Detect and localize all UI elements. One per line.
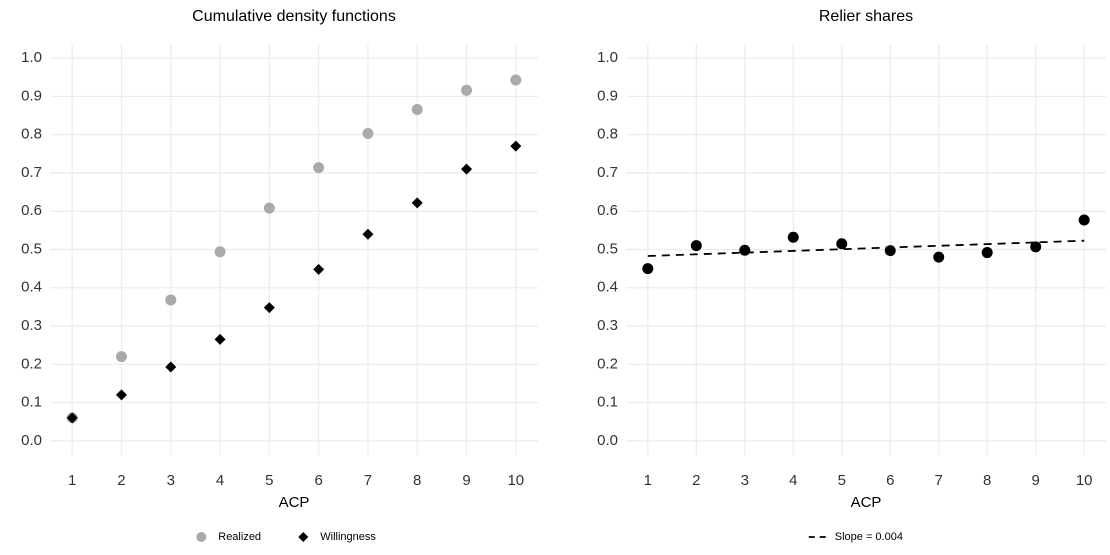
legend-key bbox=[298, 532, 309, 542]
x-axis-title: ACP bbox=[279, 494, 310, 511]
x-axis-title: ACP bbox=[851, 494, 882, 511]
x-tick-label: 2 bbox=[117, 472, 125, 489]
x-tick-label: 4 bbox=[789, 472, 797, 489]
point bbox=[981, 247, 993, 259]
point bbox=[165, 294, 177, 306]
point bbox=[214, 333, 226, 345]
y-tick-label: 0.1 bbox=[21, 394, 42, 411]
point bbox=[1078, 214, 1090, 226]
y-tick-label: 0.0 bbox=[21, 432, 42, 449]
x-tick-label: 8 bbox=[983, 472, 991, 489]
y-tick-label: 1.0 bbox=[21, 49, 42, 66]
x-tick-label: 10 bbox=[1076, 472, 1093, 489]
y-tick-label: 0.7 bbox=[597, 164, 618, 181]
x-tick-label: 3 bbox=[741, 472, 749, 489]
y-tick-label: 0.2 bbox=[597, 355, 618, 372]
point bbox=[66, 412, 78, 424]
point bbox=[313, 162, 325, 174]
x-tick-label: 7 bbox=[364, 472, 372, 489]
y-tick-label: 0.2 bbox=[21, 355, 42, 372]
x-tick-label: 5 bbox=[838, 472, 846, 489]
point bbox=[690, 240, 702, 252]
point bbox=[739, 244, 751, 256]
chart-title: Cumulative density functions bbox=[192, 8, 396, 25]
point bbox=[165, 361, 177, 373]
legend-key bbox=[196, 532, 207, 542]
point bbox=[642, 263, 654, 275]
legend-label: Realized bbox=[218, 531, 261, 543]
x-tick-label: 10 bbox=[507, 472, 524, 489]
fit-line bbox=[647, 239, 1085, 257]
y-tick-label: 0.6 bbox=[597, 202, 618, 219]
point bbox=[461, 84, 473, 96]
y-tick-label: 0.6 bbox=[21, 202, 42, 219]
y-tick-label: 0.4 bbox=[21, 279, 42, 296]
point bbox=[313, 263, 325, 275]
x-tick-label: 4 bbox=[216, 472, 224, 489]
legend-label: Willingness bbox=[320, 531, 376, 543]
y-tick-label: 0.4 bbox=[597, 279, 618, 296]
point bbox=[461, 163, 473, 175]
y-tick-label: 0.8 bbox=[597, 126, 618, 143]
x-tick-label: 6 bbox=[886, 472, 894, 489]
y-tick-label: 0.0 bbox=[597, 432, 618, 449]
x-tick-label: 3 bbox=[167, 472, 175, 489]
x-tick-label: 5 bbox=[265, 472, 273, 489]
point bbox=[362, 128, 374, 140]
y-tick-label: 0.9 bbox=[597, 87, 618, 104]
point bbox=[362, 228, 374, 240]
point bbox=[1030, 241, 1042, 253]
point bbox=[214, 246, 226, 258]
point bbox=[510, 140, 522, 152]
point bbox=[510, 74, 522, 86]
y-tick-label: 0.9 bbox=[21, 87, 42, 104]
y-tick-label: 0.7 bbox=[21, 164, 42, 181]
y-tick-label: 0.1 bbox=[597, 394, 618, 411]
chart-title: Relier shares bbox=[819, 8, 913, 25]
y-tick-label: 0.5 bbox=[21, 240, 42, 257]
point bbox=[263, 202, 275, 214]
x-tick-label: 1 bbox=[68, 472, 76, 489]
y-tick-label: 0.3 bbox=[21, 317, 42, 334]
legend-label: Slope = 0.004 bbox=[835, 531, 903, 543]
point bbox=[933, 251, 945, 263]
point bbox=[411, 103, 423, 115]
y-tick-label: 0.5 bbox=[597, 240, 618, 257]
point bbox=[836, 238, 848, 250]
x-tick-label: 2 bbox=[692, 472, 700, 489]
point bbox=[115, 389, 127, 401]
x-tick-label: 6 bbox=[314, 472, 322, 489]
y-tick-label: 0.3 bbox=[597, 317, 618, 334]
x-tick-label: 7 bbox=[935, 472, 943, 489]
x-tick-label: 9 bbox=[1032, 472, 1040, 489]
y-tick-label: 0.8 bbox=[21, 126, 42, 143]
point bbox=[411, 197, 423, 209]
point bbox=[787, 231, 799, 243]
point bbox=[115, 351, 127, 363]
x-tick-label: 9 bbox=[462, 472, 470, 489]
x-tick-label: 8 bbox=[413, 472, 421, 489]
point bbox=[263, 302, 275, 314]
x-tick-label: 1 bbox=[644, 472, 652, 489]
y-tick-label: 1.0 bbox=[597, 49, 618, 66]
